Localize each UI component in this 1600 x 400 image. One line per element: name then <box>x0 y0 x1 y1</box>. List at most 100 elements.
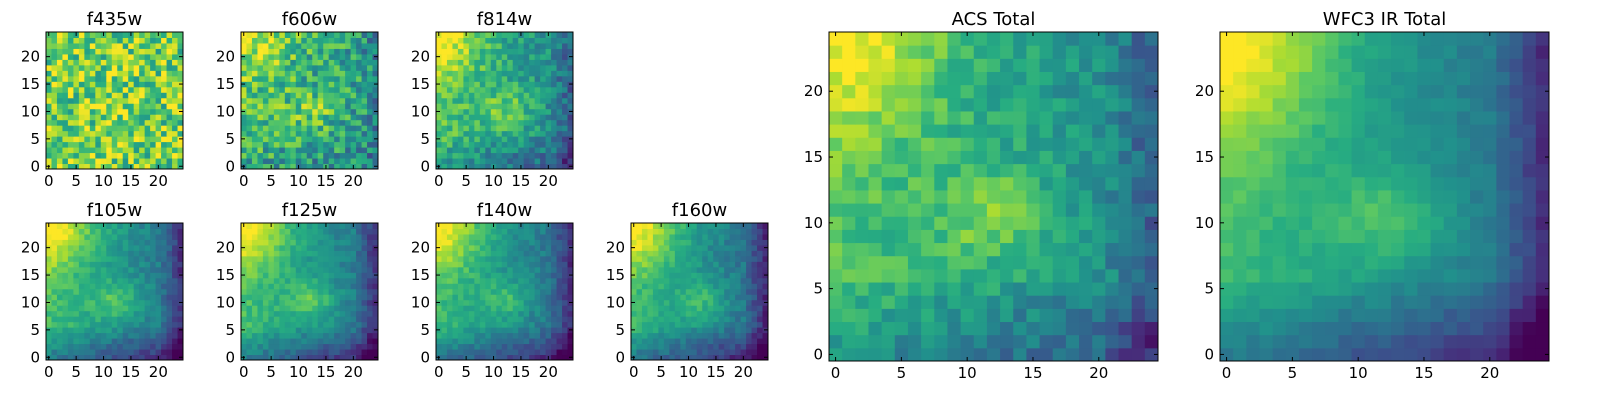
heatmap-cell <box>1079 163 1093 178</box>
heatmap-cell <box>172 316 179 323</box>
heatmap-cell <box>446 114 453 121</box>
heatmap-cell <box>290 272 297 279</box>
heatmap-cell <box>323 42 330 49</box>
heatmap-cell <box>262 283 269 290</box>
heatmap-cell <box>268 114 275 121</box>
heatmap-cell <box>702 272 709 279</box>
x-tick-label: 5 <box>656 363 666 381</box>
heatmap-cell <box>501 228 508 235</box>
heatmap-cell <box>155 141 162 148</box>
heatmap-cell <box>691 261 698 268</box>
heatmap-cell <box>122 250 129 257</box>
heatmap-cell <box>284 354 291 361</box>
heatmap-cell <box>268 255 275 262</box>
heatmap-cell <box>474 354 481 361</box>
heatmap-cell <box>367 294 374 301</box>
heatmap-cell <box>468 64 475 71</box>
heatmap-cell <box>545 37 552 44</box>
heatmap-cell <box>1105 216 1120 230</box>
heatmap-cell <box>51 37 58 44</box>
heatmap-cell <box>67 114 74 121</box>
heatmap-cell <box>345 288 352 295</box>
heatmap-cell <box>496 64 503 71</box>
heatmap-cell <box>273 75 280 82</box>
y-tick-label: 5 <box>420 321 430 339</box>
heatmap-cell <box>139 32 146 38</box>
heatmap-cell <box>257 75 264 82</box>
heatmap-cell <box>446 250 453 257</box>
heatmap-cell <box>128 48 135 55</box>
heatmap-cell <box>562 37 569 44</box>
heatmap-cell <box>339 53 346 60</box>
heatmap-cell <box>479 299 486 306</box>
heatmap-cell <box>317 250 324 257</box>
heatmap-cell <box>246 288 253 295</box>
heatmap-cell <box>718 349 725 356</box>
heatmap-cell <box>361 294 368 301</box>
heatmap-cell <box>523 64 530 71</box>
heatmap-cell <box>452 32 459 38</box>
heatmap-cell <box>111 75 118 82</box>
heatmap-cell <box>457 354 464 361</box>
heatmap-cell <box>345 32 352 38</box>
heatmap-cell <box>139 261 146 268</box>
heatmap-cell <box>284 228 291 235</box>
heatmap-cell <box>161 310 168 317</box>
heatmap-cell <box>117 48 124 55</box>
heatmap-cell <box>139 255 146 262</box>
heatmap-cell <box>669 327 676 334</box>
heatmap-cell <box>729 338 736 345</box>
heatmap-cell <box>452 288 459 295</box>
heatmap-cell <box>345 294 352 301</box>
heatmap-cell <box>647 244 654 251</box>
heatmap-cell <box>479 266 486 273</box>
heatmap-cell <box>468 250 475 257</box>
heatmap-cell <box>641 277 648 284</box>
heatmap-cell <box>746 332 753 339</box>
heatmap-cell <box>111 239 118 246</box>
heatmap-cell <box>507 70 514 77</box>
heatmap-cell <box>128 81 135 88</box>
heatmap-cell <box>128 103 135 110</box>
heatmap-cell <box>669 250 676 257</box>
heatmap-cell <box>735 338 742 345</box>
heatmap-cell <box>540 332 547 339</box>
heatmap-cell <box>512 261 519 268</box>
heatmap-cell <box>361 321 368 328</box>
heatmap-cell <box>328 228 335 235</box>
heatmap-cell <box>436 294 442 301</box>
heatmap-cell <box>317 152 324 159</box>
heatmap-cell <box>284 103 291 110</box>
heatmap-cell <box>636 299 643 306</box>
heatmap-cell <box>111 59 118 66</box>
heatmap-cell <box>279 103 286 110</box>
heatmap-cell <box>507 92 514 99</box>
heatmap-cell <box>452 59 459 66</box>
heatmap-cell <box>562 130 569 137</box>
heatmap-cell <box>868 216 883 230</box>
heatmap-cell <box>67 119 74 126</box>
heatmap-cell <box>46 239 52 246</box>
heatmap-cell <box>295 349 302 356</box>
heatmap-cell <box>144 70 151 77</box>
heatmap-cell <box>855 334 869 349</box>
heatmap-cell <box>257 294 264 301</box>
heatmap-cell <box>111 64 118 71</box>
heatmap-cell <box>507 332 514 339</box>
heatmap-cell <box>356 316 363 323</box>
heatmap-cell <box>122 233 129 240</box>
heatmap-cell <box>452 349 459 356</box>
heatmap-cell <box>512 332 519 339</box>
heatmap-cell <box>1052 229 1067 244</box>
heatmap-cell <box>78 288 85 295</box>
heatmap-cell <box>567 321 574 328</box>
heatmap-cell <box>56 75 63 82</box>
y-tick-label: 20 <box>606 239 625 257</box>
heatmap-cell <box>496 70 503 77</box>
heatmap-cell <box>306 130 313 137</box>
heatmap-cell <box>457 163 464 170</box>
heatmap-cell <box>641 349 648 356</box>
heatmap-cell <box>479 158 486 165</box>
heatmap-cell <box>1105 308 1120 323</box>
heatmap-cell <box>111 136 118 143</box>
